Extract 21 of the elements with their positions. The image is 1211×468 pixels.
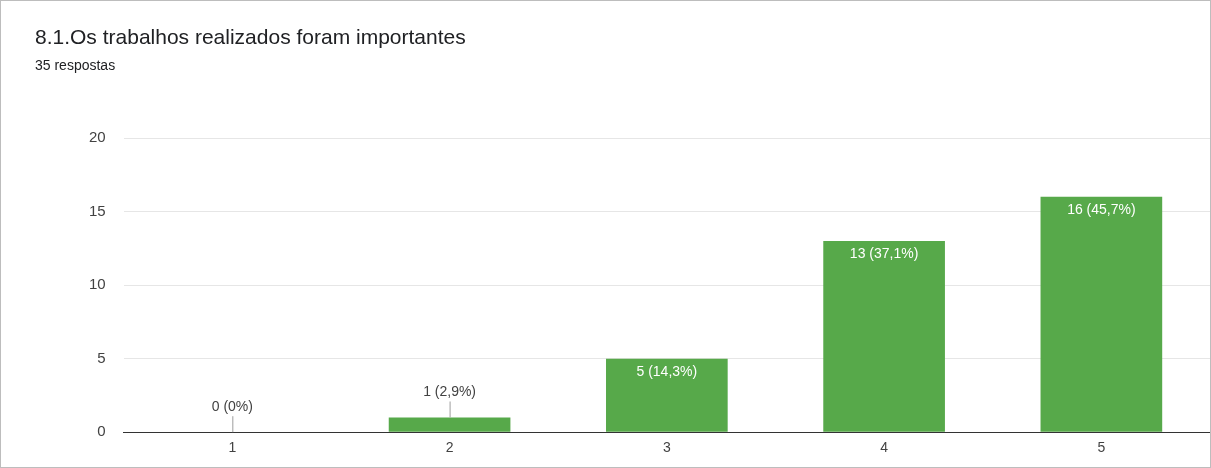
chart-title: 8.1.Os trabalhos realizados foram importantes [35,25,466,49]
y-tick-label: 10 [89,275,106,293]
chart-subtitle: 35 respostas [35,57,116,73]
bar [388,417,511,432]
x-tick-label: 1 [228,439,237,456]
x-tick-label: 5 [1097,439,1106,456]
bar [1040,196,1163,432]
bar [606,358,728,432]
data-label: 0 (0%) [211,398,253,415]
data-label: 1 (2,9%) [423,383,477,400]
data-label: 13 (37,1%) [849,244,919,261]
x-tick-label: 3 [662,439,671,456]
x-tick-label: 4 [880,439,889,456]
data-label: 16 (45,7%) [1067,200,1136,217]
y-tick-label: 0 [97,422,106,440]
y-tick-label: 5 [97,348,106,366]
y-tick-label: 15 [89,201,106,219]
x-tick-label: 2 [445,439,454,456]
data-label: 5 (14,3%) [636,362,698,379]
bar [823,240,945,432]
y-tick-label: 20 [89,128,106,146]
